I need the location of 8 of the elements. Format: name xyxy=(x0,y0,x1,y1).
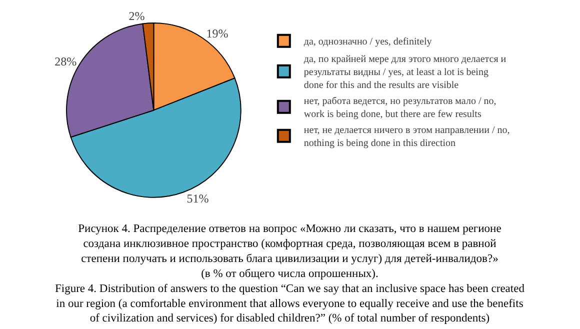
caption: Figure 4. Distribution of answers to the question “Can we say that an inclusive space has been created in our region (a comfortable environment that allows everyone to equally receive and use the benefits of civilization and services) for disabled children?” (% of total number of respondents) xyxy=(55,282,525,325)
text: Рисунок 4. Распределение ответов на вопрос «Можно ли сказать, что в нашем регионе создана инклюзивное пространство (комфортная среда, позволяющая всем в равной степени получать и использовать блага цивилизации и услуг) для детей-инвалидов?» (в % от общего числа опрошенных). xyxy=(78,223,502,280)
legend-label: да, однозначно / yes, definitely xyxy=(304,36,432,48)
data-label: 28% xyxy=(54,54,77,68)
data-label: 19% xyxy=(206,26,228,40)
data-label: 2% xyxy=(128,9,145,24)
data-label: 51% xyxy=(186,191,209,206)
legend-label: нет, не делается ничего в этом направлении / no, nothing is being done in this direction xyxy=(304,125,510,150)
